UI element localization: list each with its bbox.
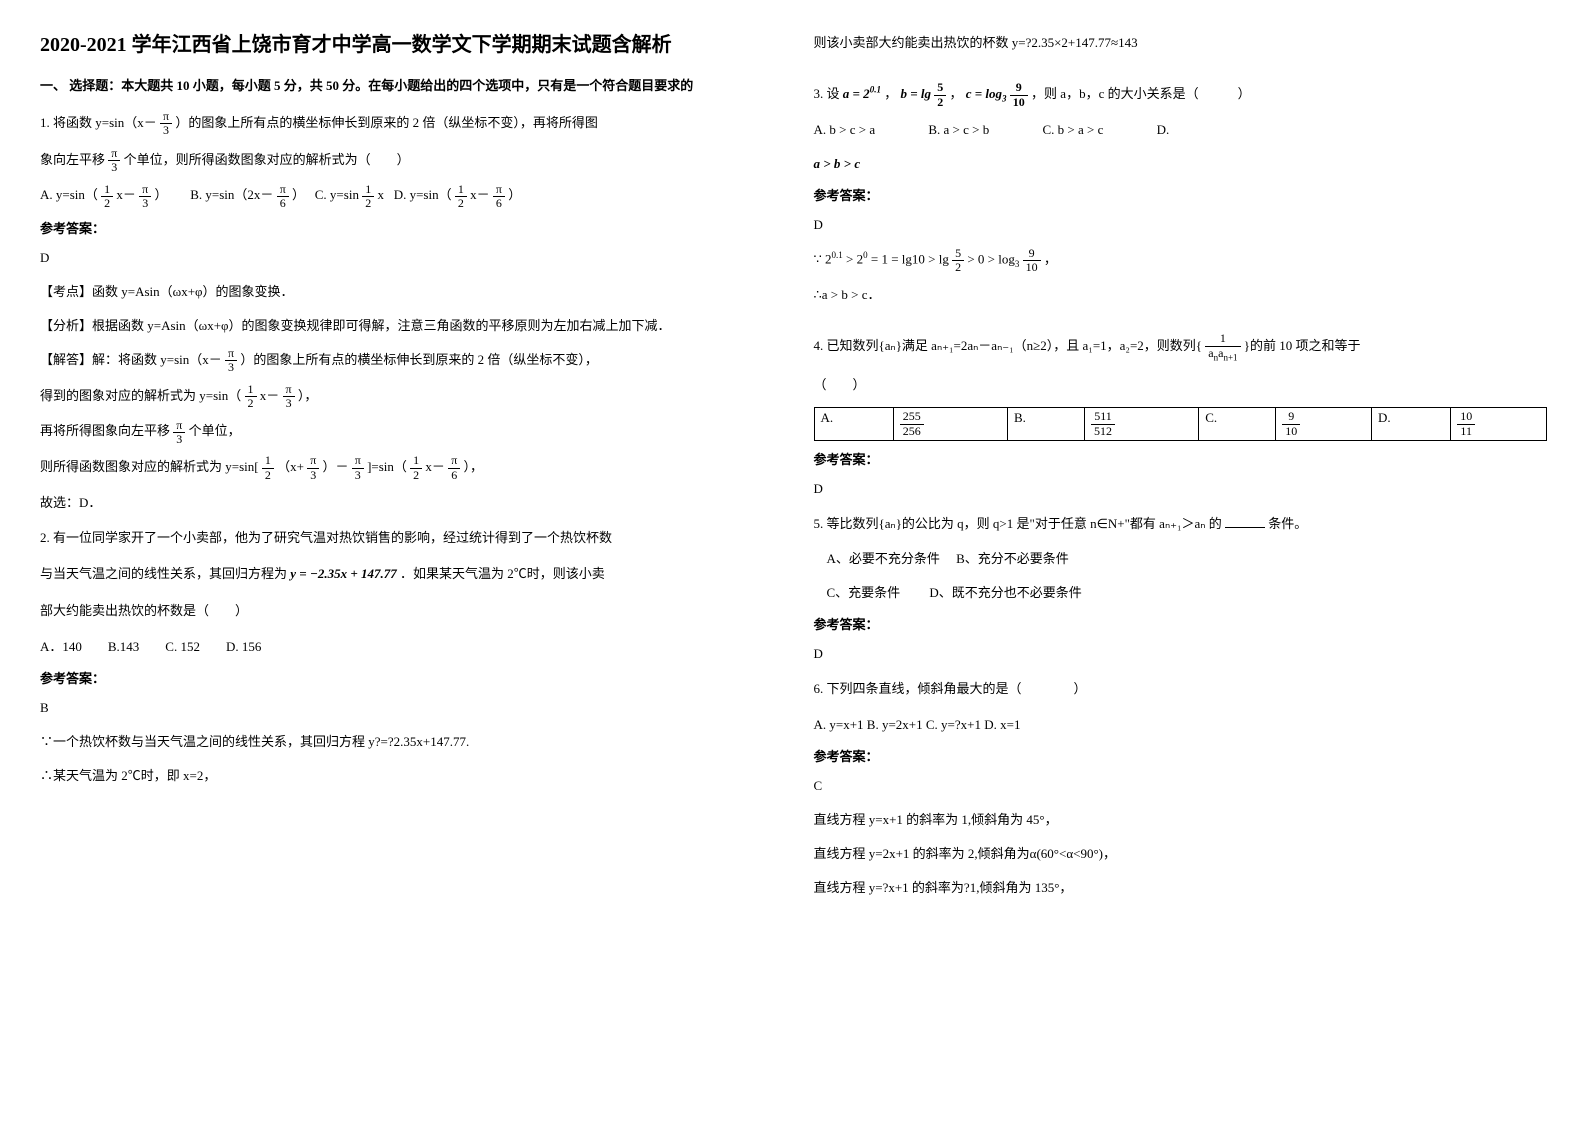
q1-options: A. y=sin（ 12 x－ π3 ） B. y=sin（2x－ π6 ） C… <box>40 182 774 210</box>
q4-answer-letter: D <box>814 476 1548 502</box>
doc-title: 2020-2021 学年江西省上饶市育才中学高一数学文下学期期末试题含解析 <box>40 30 774 60</box>
q3-answer-letter: D <box>814 212 1548 238</box>
q2-options: A．140 B.143 C. 152 D. 156 <box>40 634 774 660</box>
answer-label: 参考答案： <box>40 218 774 237</box>
question-1: 1. 将函数 y=sin（x－ π3 ）的图象上所有点的横坐标伸长到原来的 2 … <box>40 109 774 138</box>
question-3: 3. 设 a = 20.1 ， b = lg 52 ， c = log3 910… <box>814 80 1548 109</box>
frac-pi-3: π3 <box>160 110 172 137</box>
q2-answer-letter: B <box>40 695 774 721</box>
q3-options: A. b > c > a B. a > c > b C. b > a > c D… <box>814 117 1548 143</box>
question-2: 2. 有一位同学家开了一个小卖部，他为了研究气温对热饮销售的影响，经过统计得到了… <box>40 524 774 553</box>
question-4: 4. 已知数列{aₙ}满足 aₙ₊₁=2aₙ－aₙ₋₁（n≥2），且 a₁=1，… <box>814 332 1548 362</box>
q4-options-table: A. 255256 B. 511512 C. 910 D. 1011 <box>814 407 1548 440</box>
q6-options: A. y=x+1 B. y=2x+1 C. y=?x+1 D. x=1 <box>814 712 1548 738</box>
left-column: 2020-2021 学年江西省上饶市育才中学高一数学文下学期期末试题含解析 一、… <box>40 30 774 909</box>
right-column: 则该小卖部大约能卖出热饮的杯数 y=?2.35×2+147.77≈143 3. … <box>814 30 1548 909</box>
q1-answer-letter: D <box>40 245 774 271</box>
blank-line <box>1225 527 1265 528</box>
q5-answer-letter: D <box>814 641 1548 667</box>
question-6: 6. 下列四条直线，倾斜角最大的是（ ） <box>814 675 1548 704</box>
q6-answer-letter: C <box>814 773 1548 799</box>
q5-options: A、必要不充分条件 B、充分不必要条件 <box>814 546 1548 572</box>
question-5: 5. 等比数列{aₙ}的公比为 q，则 q>1 是"对于任意 n∈N+"都有 a… <box>814 510 1548 539</box>
section-header: 一、 选择题：本大题共 10 小题，每小题 5 分，共 50 分。在每小题给出的… <box>40 76 774 97</box>
